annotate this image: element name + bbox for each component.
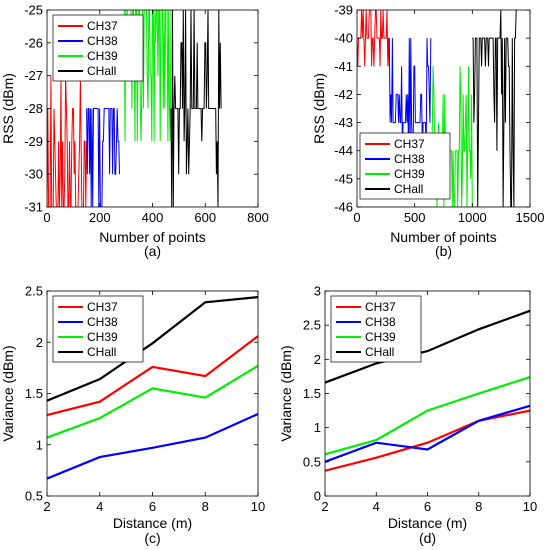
legend-label-ch37: CH37 <box>394 137 425 151</box>
series-line-ch37 <box>325 409 530 472</box>
x-tick-label: 0 <box>353 210 360 225</box>
legend-label-ch37: CH37 <box>87 19 118 33</box>
y-tick-label: -27 <box>24 68 43 83</box>
legend-label-chall: CHall <box>87 345 116 359</box>
legend-label-chall: CHall <box>365 345 394 359</box>
legend-label-ch38: CH38 <box>394 152 425 166</box>
y-tick-label: -29 <box>24 134 43 149</box>
y-tick-label: -45 <box>334 171 353 186</box>
x-tick-label: 10 <box>251 499 265 514</box>
chart-panel-2: 2 4 6 8 10 0.5 1 1.5 2 2.5 Distance (m) Variance (d… <box>0 284 265 547</box>
y-axis-label: Variance (dBm) <box>278 345 294 441</box>
chart-panel-3: 2 4 6 8 10 0 0.5 1 1.5 2 2.5 3 Distance (m) Variance … <box>278 284 537 547</box>
legend-label-ch39: CH39 <box>87 330 118 344</box>
y-tick-label: 1 <box>36 437 43 452</box>
chart-panel-0: 0 200 400 600 800 -31 -30 -29 -28 -27 -26 -25 Number… <box>0 3 269 260</box>
y-tick-label: -44 <box>334 143 353 158</box>
y-tick-label: -46 <box>334 200 353 215</box>
y-tick-label: 2 <box>314 352 321 367</box>
legend-label-ch39: CH39 <box>87 49 118 63</box>
axes-box <box>356 9 531 208</box>
x-tick-label: 6 <box>149 499 156 514</box>
y-axis-label: RSS (dBm) <box>0 73 16 144</box>
series-line-ch38 <box>47 412 258 480</box>
y-tick-label: 0 <box>314 489 321 504</box>
y-tick-label: -25 <box>24 3 43 18</box>
legend-label-ch38: CH38 <box>365 315 396 329</box>
legend-label-ch37: CH37 <box>87 300 118 314</box>
chart-panel-1: 0 500 1000 1500 -46 -45 -44 -43 -42 -41 -40 -39 Numb… <box>311 3 544 260</box>
x-tick-label: 400 <box>142 210 164 225</box>
y-tick-label: 1.5 <box>303 386 321 401</box>
series-trace-ch37 <box>47 75 88 207</box>
series-trace-chall <box>472 10 517 207</box>
x-tick-label: 200 <box>89 210 111 225</box>
y-tick-label: 3 <box>314 284 321 299</box>
x-tick-label: 500 <box>404 210 426 225</box>
panel-caption: (a) <box>144 243 161 259</box>
panel-caption: (d) <box>419 530 436 546</box>
series-trace-chall <box>170 10 222 207</box>
series-line-ch38 <box>325 404 530 463</box>
x-tick-label: 4 <box>96 499 103 514</box>
x-tick-label: 4 <box>373 499 380 514</box>
x-tick-label: 0 <box>43 210 50 225</box>
y-tick-label: -41 <box>334 59 353 74</box>
series-line-chall <box>325 309 530 384</box>
series-line-ch39 <box>325 376 530 456</box>
x-tick-label: 8 <box>202 499 209 514</box>
x-tick-label: 1500 <box>516 210 545 225</box>
y-tick-label: 1.5 <box>25 386 43 401</box>
legend-label-ch37: CH37 <box>365 300 396 314</box>
x-tick-label: 600 <box>194 210 216 225</box>
y-tick-label: 1 <box>314 420 321 435</box>
legend-label-chall: CHall <box>87 64 116 78</box>
x-tick-label: 8 <box>475 499 482 514</box>
y-axis-label: Variance (dBm) <box>0 345 16 441</box>
series-line-chall <box>47 296 258 402</box>
legend-label-ch39: CH39 <box>394 167 425 181</box>
panel-caption: (c) <box>144 530 160 546</box>
y-tick-label: -43 <box>334 115 353 130</box>
y-axis-label: RSS (dBm) <box>311 73 327 144</box>
y-tick-label: -39 <box>334 3 353 18</box>
y-tick-label: 2.5 <box>303 318 321 333</box>
y-tick-label: -26 <box>24 35 43 50</box>
series-trace-ch38 <box>86 108 120 207</box>
y-tick-label: 2.5 <box>25 284 43 299</box>
series-line-ch39 <box>47 364 258 439</box>
x-tick-label: 1000 <box>458 210 487 225</box>
x-axis-label: Number of points <box>390 229 497 245</box>
legend-label-ch38: CH38 <box>87 34 118 48</box>
legend-label-ch39: CH39 <box>365 330 396 344</box>
series-trace-ch37 <box>357 10 390 67</box>
series-line-ch37 <box>47 335 258 417</box>
y-tick-label: -40 <box>334 31 353 46</box>
y-tick-label: -30 <box>24 167 43 182</box>
x-axis-label: Distance (m) <box>388 515 467 531</box>
x-tick-label: 6 <box>424 499 431 514</box>
plot-area <box>47 296 258 480</box>
x-tick-label: 10 <box>523 499 537 514</box>
legend-label-ch38: CH38 <box>87 315 118 329</box>
x-tick-label: 800 <box>247 210 269 225</box>
panel-caption: (b) <box>435 243 452 259</box>
x-tick-label: 2 <box>43 499 50 514</box>
y-tick-label: -31 <box>24 200 43 215</box>
legend-label-chall: CHall <box>394 182 423 196</box>
x-tick-label: 2 <box>321 499 328 514</box>
x-axis-label: Number of points <box>99 229 206 245</box>
y-tick-label: -28 <box>24 101 43 116</box>
y-tick-label: -42 <box>334 87 353 102</box>
y-tick-label: 2 <box>36 335 43 350</box>
plot-area <box>325 309 530 472</box>
y-tick-label: 0.5 <box>303 454 321 469</box>
y-tick-label: 0.5 <box>25 489 43 504</box>
x-axis-label: Distance (m) <box>113 515 192 531</box>
